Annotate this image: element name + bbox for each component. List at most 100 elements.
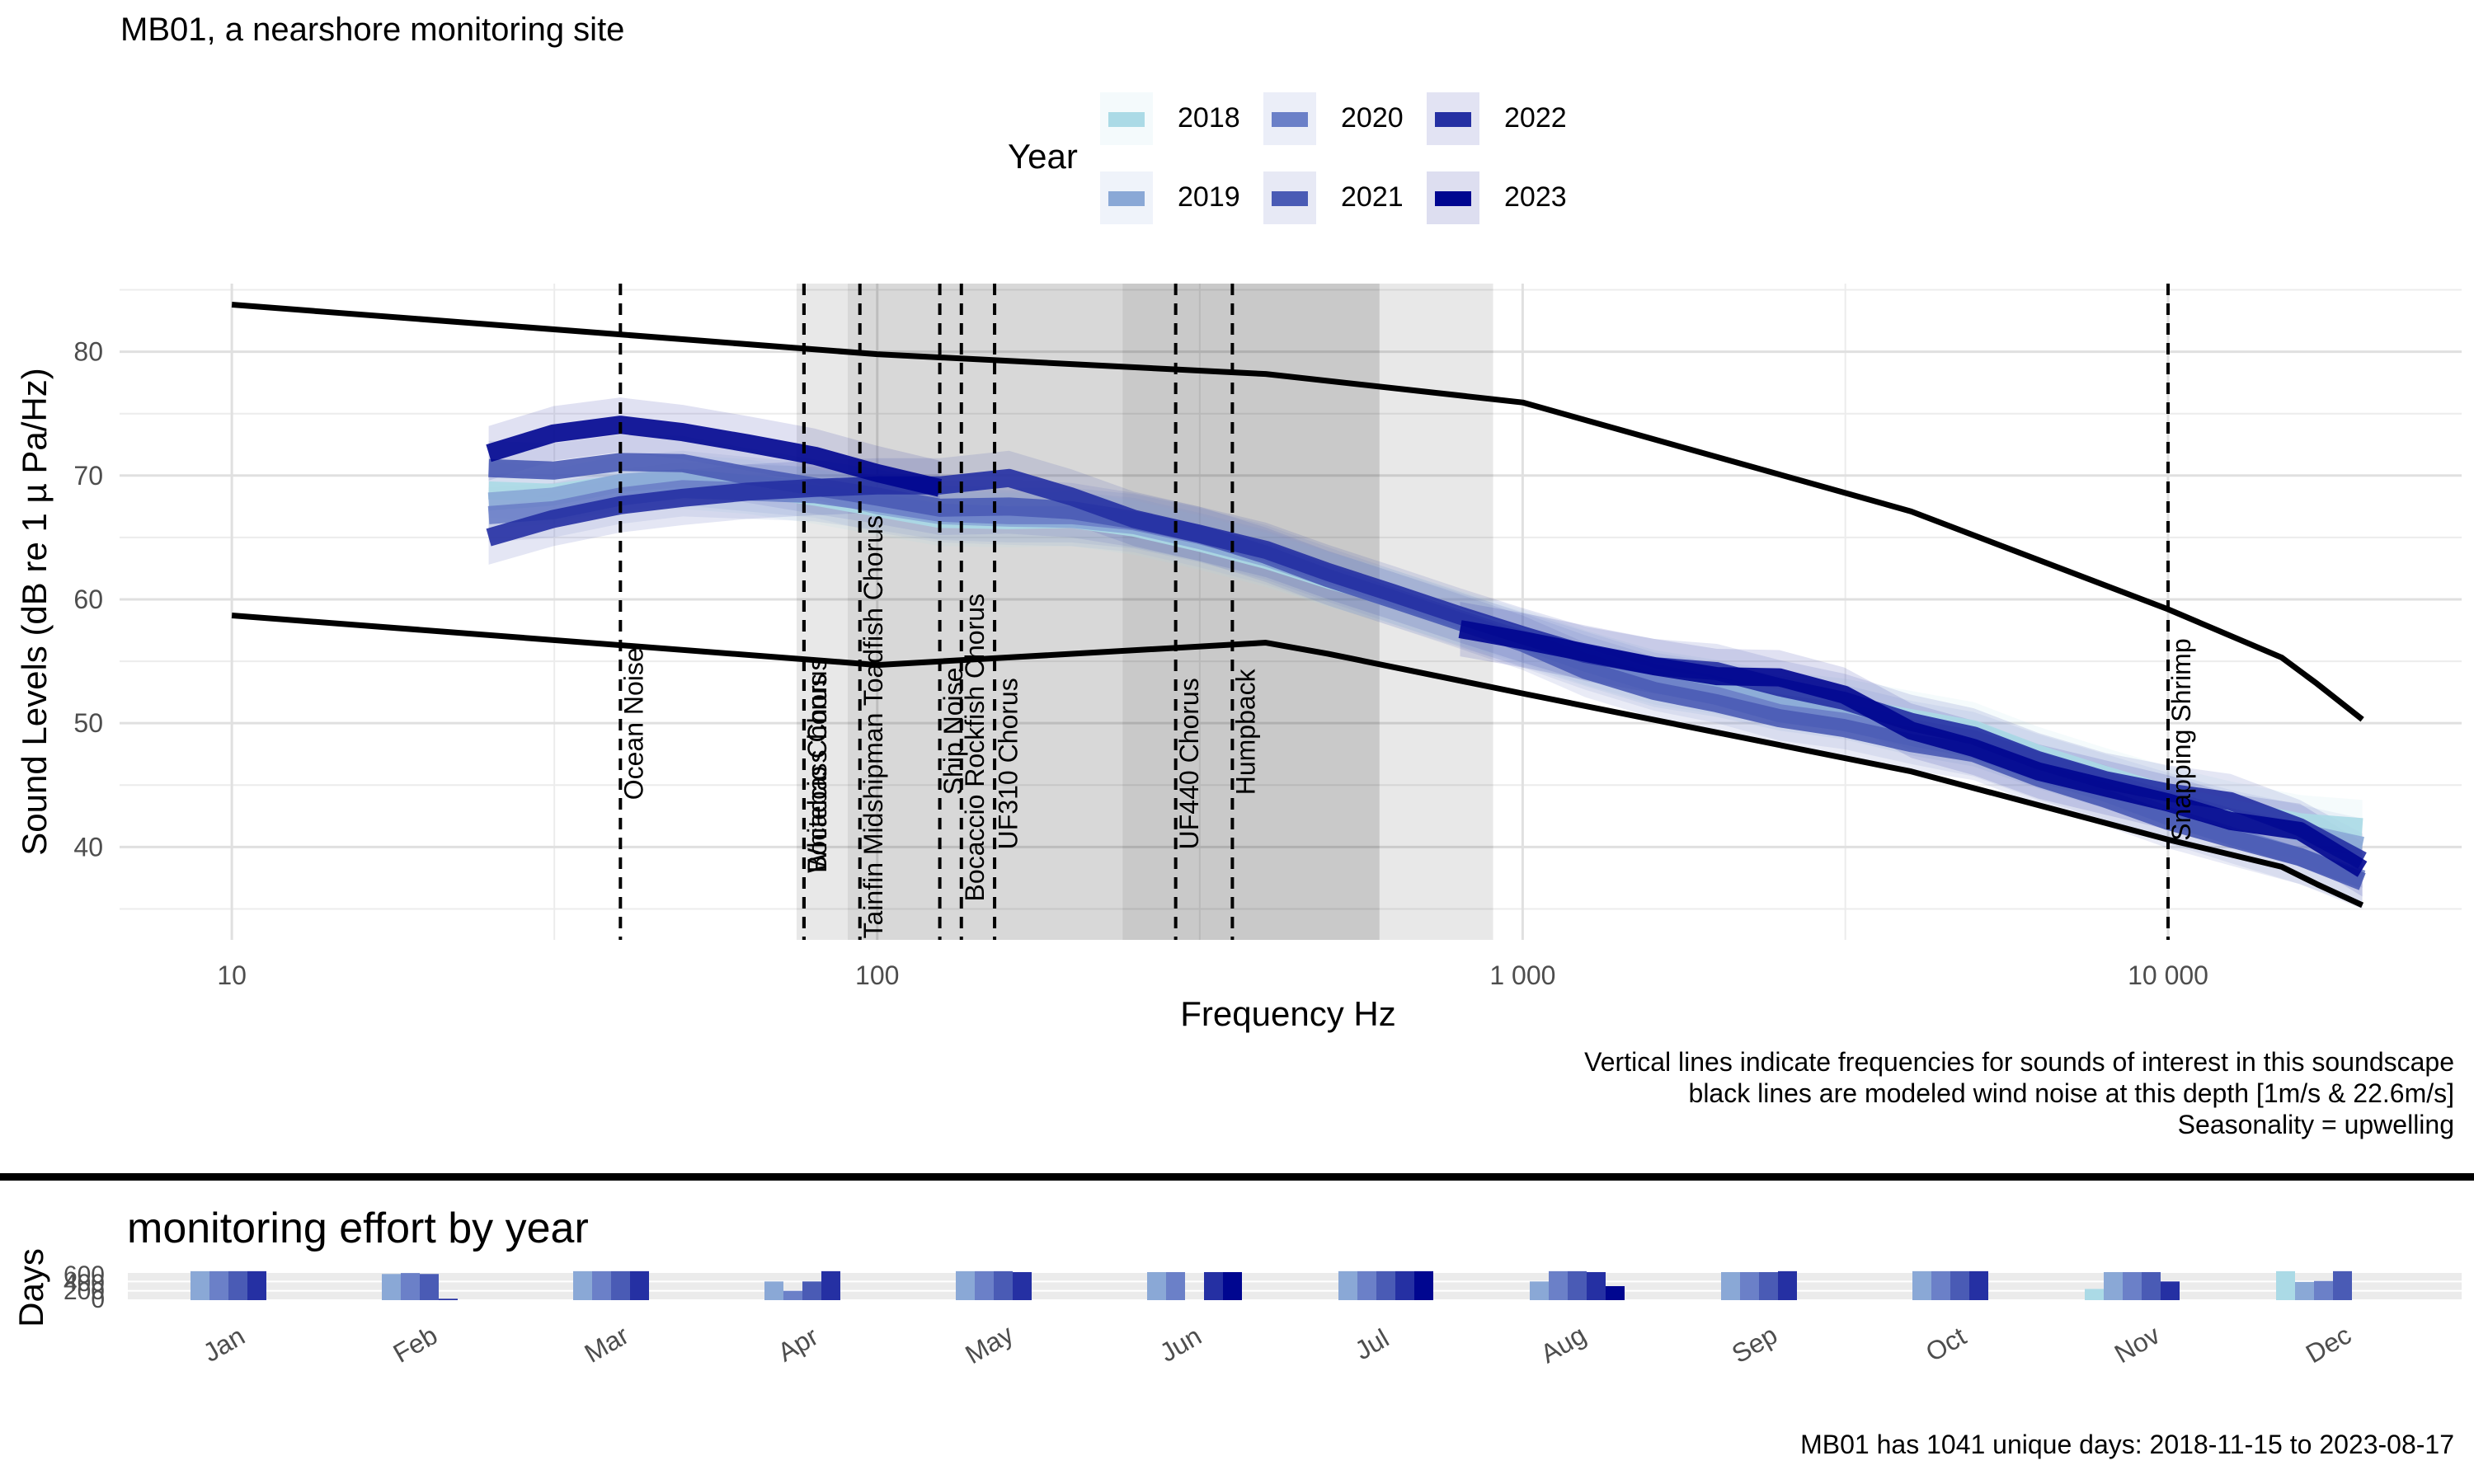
y-tick-label: 60 [73, 585, 103, 614]
reference-label-snapping-shrimp: Snapping Shrimp [2166, 638, 2196, 840]
legend-label-2019: 2019 [1178, 181, 1240, 213]
reference-label-bocaccio-rockfish-chorus: Bocaccio Rockfish Chorus [960, 594, 990, 901]
effort-bar-jan-2022 [247, 1270, 266, 1300]
effort-bar-feb-2020 [401, 1273, 420, 1300]
shaded-band-3 [1122, 284, 1380, 940]
legend-key-2023 [1427, 171, 1479, 224]
legend-key-2021 [1263, 171, 1316, 224]
legend-swatch [1272, 191, 1308, 206]
effort-month-label-aug: Aug [1536, 1320, 1591, 1369]
effort-bar-nov-2021 [2142, 1272, 2161, 1300]
reference-label-ocean-noise: Ocean Noise [619, 647, 649, 800]
y-tick-label: 70 [73, 461, 103, 491]
effort-y-tick-label: 600 [63, 1261, 105, 1289]
effort-y-tick-label: 200 [63, 1278, 105, 1305]
effort-y-tick-label: 0 [91, 1286, 105, 1313]
effort-bar-jun-2023 [1223, 1272, 1242, 1300]
legend-key-2022 [1427, 92, 1479, 145]
effort-bar-jan-2019 [190, 1270, 209, 1300]
x-tick-label: 10 [217, 960, 247, 990]
reference-label-tainfin-midshipman-toadfish-chorus: Tainfin Midshipman Toadfish Chorus [858, 515, 888, 938]
effort-bar-jan-2021 [228, 1270, 247, 1300]
legend-title: Year [1008, 137, 1078, 176]
effort-bar-oct-2021 [1950, 1270, 1969, 1300]
effort-bar-nov-2022 [2161, 1281, 2180, 1300]
legend-label-2023: 2023 [1504, 181, 1567, 213]
effort-month-label-may: May [960, 1319, 1018, 1369]
footer-note: MB01 has 1041 unique days: 2018-11-15 to… [1800, 1430, 2454, 1459]
legend-swatch [1435, 112, 1471, 127]
legend-key-2019 [1100, 171, 1153, 224]
note-vertical-lines: Vertical lines indicate frequencies for … [1584, 1047, 2454, 1077]
legend-swatch [1435, 191, 1471, 206]
legend-swatch [1272, 112, 1308, 127]
reference-label-whitebass-chorus: Whitebass Chorus [802, 657, 832, 872]
effort-month-label-apr: Apr [773, 1321, 823, 1367]
legend-swatch [1108, 191, 1145, 206]
effort-bar-oct-2020 [1931, 1270, 1950, 1300]
reference-label-ship-noise: Ship Noise [938, 668, 968, 796]
effort-bar-apr-2022 [821, 1270, 840, 1300]
x-tick-label: 1 000 [1489, 960, 1555, 990]
x-tick-label: 100 [855, 960, 899, 990]
effort-month-label-jan: Jan [198, 1321, 250, 1368]
effort-bar-may-2020 [975, 1270, 994, 1300]
reference-label-humpback: Humpback [1231, 668, 1261, 795]
series-line-2023 [486, 416, 943, 497]
effort-bar-sep-2019 [1721, 1272, 1740, 1300]
y-axis-title: Sound Levels (dB re 1 µ Pa/Hz) [15, 368, 54, 856]
effort-month-label-mar: Mar [580, 1320, 634, 1369]
note-wind-noise: black lines are modeled wind noise at th… [1688, 1078, 2454, 1108]
effort-bar-feb-2022 [439, 1298, 458, 1300]
shaded-band-1 [796, 284, 1493, 940]
page-title: MB01, a nearshore monitoring site [120, 12, 625, 48]
effort-bar-feb-2019 [382, 1274, 401, 1300]
effort-bar-may-2022 [1013, 1272, 1032, 1300]
effort-month-label-feb: Feb [388, 1320, 443, 1369]
x-tick-label: 10 000 [2128, 960, 2208, 990]
legend-key-2018 [1100, 92, 1153, 145]
y-tick-label: 50 [73, 708, 103, 738]
effort-bar-nov-2020 [2123, 1272, 2142, 1300]
wind-noise-line-22-6m-s [231, 302, 2364, 722]
legend-label-2021: 2021 [1341, 181, 1404, 213]
legend-label-2018: 2018 [1178, 102, 1240, 134]
effort-bar-mar-2020 [592, 1270, 611, 1300]
note-seasonality: Seasonality = upwelling [2177, 1110, 2454, 1139]
y-tick-label: 40 [73, 832, 103, 862]
effort-bar-aug-2019 [1530, 1281, 1549, 1300]
legend-label-2022: 2022 [1504, 102, 1567, 134]
effort-bar-jul-2020 [1357, 1270, 1376, 1300]
effort-bar-jul-2023 [1414, 1270, 1433, 1300]
effort-bar-dec-2021 [2333, 1270, 2352, 1300]
effort-bar-oct-2022 [1969, 1270, 1988, 1300]
effort-plot: Jan Feb Mar Apr May Jun Jul Aug Sep Oct Nov Dec 6004… [12, 1248, 2462, 1369]
y-tick-label: 80 [73, 337, 103, 367]
effort-bar-aug-2021 [1568, 1270, 1587, 1300]
effort-bar-jan-2020 [209, 1270, 228, 1300]
legend-label-2020: 2020 [1341, 102, 1404, 134]
effort-bar-nov-2019 [2104, 1272, 2123, 1300]
effort-bar-jun-2020 [1166, 1272, 1185, 1300]
effort-bar-sep-2020 [1740, 1272, 1759, 1300]
x-axis-title: Frequency Hz [1180, 994, 1395, 1033]
legend-swatch [1108, 112, 1145, 127]
effort-bar-mar-2021 [611, 1270, 630, 1300]
effort-bar-mar-2022 [630, 1270, 649, 1300]
effort-bar-oct-2019 [1912, 1270, 1931, 1300]
effort-month-label-dec: Dec [2301, 1320, 2356, 1369]
effort-bar-may-2021 [994, 1270, 1013, 1300]
effort-month-label-nov: Nov [2109, 1320, 2165, 1369]
effort-bar-dec-2020 [2314, 1280, 2333, 1300]
effort-bar-aug-2022 [1587, 1272, 1606, 1300]
effort-bar-mar-2019 [573, 1270, 592, 1300]
effort-bar-aug-2023 [1606, 1286, 1625, 1300]
effort-y-axis-title: Days [12, 1248, 50, 1327]
reference-label-uf440-chorus: UF440 Chorus [1174, 678, 1204, 849]
effort-bar-jun-2022 [1204, 1272, 1223, 1300]
effort-bar-nov-2018 [2085, 1289, 2104, 1300]
effort-bar-jul-2021 [1376, 1270, 1395, 1300]
shaded-band-2 [847, 284, 1380, 940]
effort-bar-aug-2020 [1549, 1270, 1568, 1300]
